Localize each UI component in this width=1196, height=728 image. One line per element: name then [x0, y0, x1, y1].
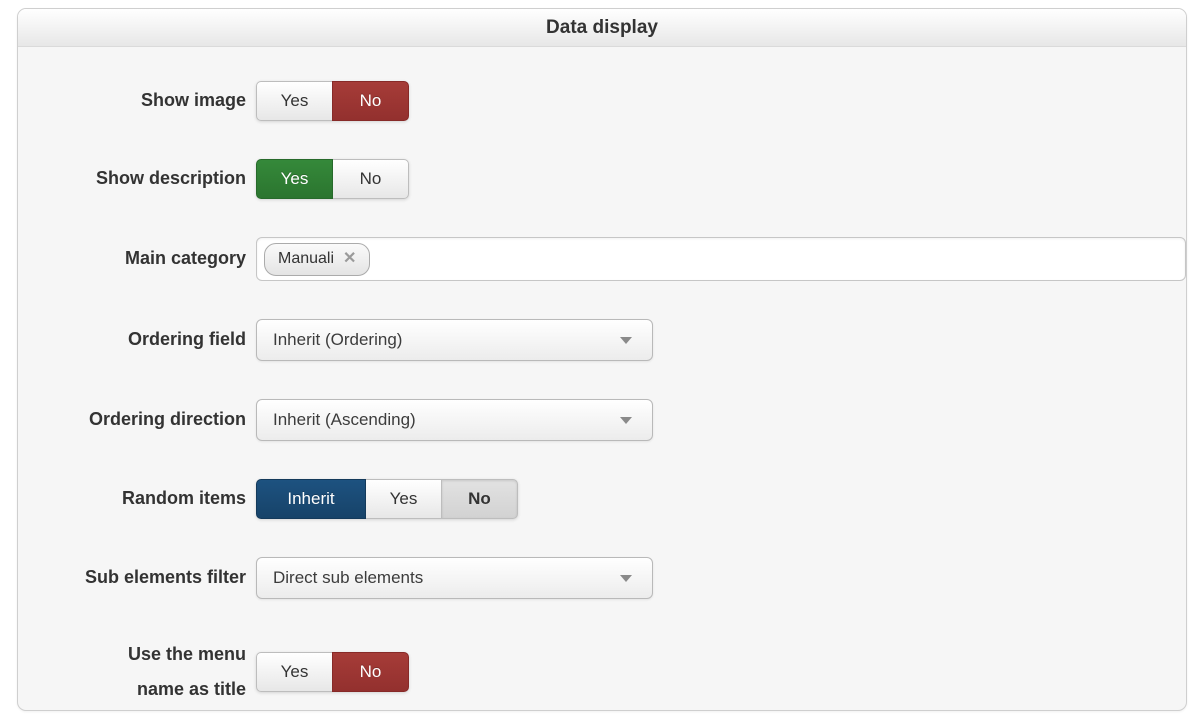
ordering-field-select[interactable]: Inherit (Ordering): [256, 319, 653, 361]
ordering-direction-select[interactable]: Inherit (Ascending): [256, 399, 653, 441]
data-display-panel: Data display Show image Yes No Show desc…: [17, 8, 1187, 711]
main-category-input[interactable]: Manuali ✕: [256, 237, 1186, 281]
main-category-row: Main category Manuali ✕: [18, 237, 1186, 281]
ordering-direction-row: Ordering direction Inherit (Ascending): [18, 399, 1186, 441]
random-items-inherit-button[interactable]: Inherit: [256, 479, 366, 519]
panel-title: Data display: [546, 16, 658, 38]
random-items-row: Random items Inherit Yes No: [18, 479, 1186, 519]
main-category-tag-chip: Manuali ✕: [264, 242, 371, 276]
show-description-row: Show description Yes No: [18, 159, 1186, 199]
show-image-label: Show image: [140, 90, 246, 111]
show-image-no-button[interactable]: No: [332, 81, 409, 121]
show-image-toggle: Yes No: [256, 81, 409, 121]
ordering-direction-label: Ordering direction: [88, 409, 246, 430]
sub-elements-filter-row: Sub elements filter Direct sub elements: [18, 557, 1186, 599]
random-items-toggle: Inherit Yes No: [256, 479, 518, 519]
random-items-no-button[interactable]: No: [441, 479, 518, 519]
show-description-no-button[interactable]: No: [332, 159, 409, 199]
sub-elements-filter-value: Direct sub elements: [273, 568, 424, 587]
use-menu-name-as-title-row: Use the menu name as title Yes No: [18, 637, 1186, 707]
show-image-yes-button[interactable]: Yes: [256, 81, 333, 121]
random-items-yes-button[interactable]: Yes: [365, 479, 442, 519]
show-description-label: Show description: [95, 168, 246, 189]
sub-elements-filter-select[interactable]: Direct sub elements: [256, 557, 653, 599]
chevron-down-icon: [620, 416, 632, 424]
use-menu-name-as-title-label: Use the menu name as title: [18, 637, 246, 707]
use-menu-name-as-title-toggle: Yes No: [256, 652, 409, 693]
random-items-label: Random items: [121, 488, 246, 509]
show-description-yes-button[interactable]: Yes: [256, 159, 333, 199]
ordering-field-label: Ordering field: [127, 329, 246, 350]
show-image-row: Show image Yes No: [18, 81, 1186, 121]
sub-elements-filter-label: Sub elements filter: [84, 567, 246, 588]
ordering-field-row: Ordering field Inherit (Ordering): [18, 319, 1186, 361]
use-menu-name-no-button[interactable]: No: [332, 652, 409, 693]
ordering-direction-value: Inherit (Ascending): [273, 410, 416, 429]
main-category-label: Main category: [124, 248, 246, 269]
show-description-toggle: Yes No: [256, 159, 409, 199]
ordering-field-value: Inherit (Ordering): [273, 330, 403, 349]
panel-header: Data display: [18, 9, 1186, 47]
label-line-2: name as title: [136, 679, 246, 700]
use-menu-name-yes-button[interactable]: Yes: [256, 652, 333, 693]
chevron-down-icon: [620, 574, 632, 582]
tag-remove-icon[interactable]: ✕: [343, 250, 357, 267]
label-line-1: Use the menu: [127, 644, 246, 664]
chevron-down-icon: [620, 336, 632, 344]
panel-body: Show image Yes No Show description Yes N…: [18, 47, 1186, 707]
tag-label: Manuali: [278, 250, 335, 267]
